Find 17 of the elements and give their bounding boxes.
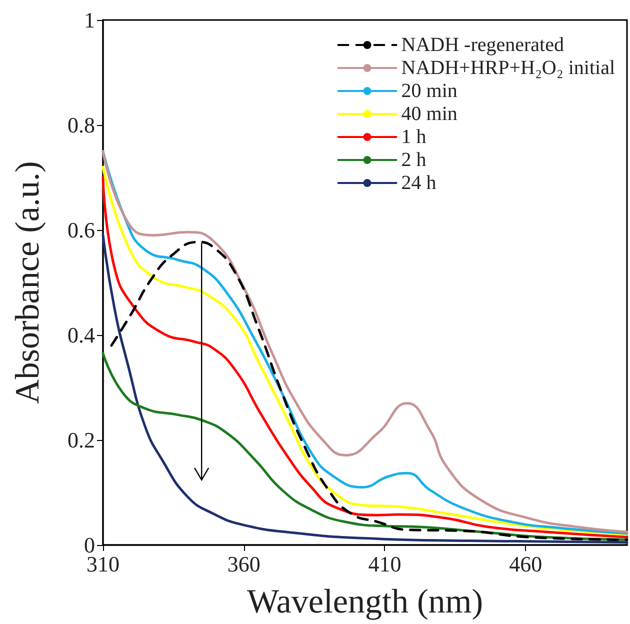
x-tick-label: 410 bbox=[368, 552, 402, 576]
y-tick-label: 0.8 bbox=[68, 112, 95, 138]
legend-label: NADH+HRP+H₂O₂ initial bbox=[401, 57, 616, 79]
legend-label: 24 h bbox=[401, 172, 436, 194]
legend-label: 2 h bbox=[401, 149, 426, 171]
x-axis-title: Wavelength (nm) bbox=[246, 584, 484, 620]
legend-label: NADH -regenerated bbox=[401, 34, 564, 56]
y-tick-label: 1 bbox=[84, 8, 95, 32]
y-tick-label: 0.4 bbox=[68, 322, 95, 348]
y-tick-label: 0.6 bbox=[68, 218, 95, 242]
y-tick-label: 0.2 bbox=[68, 428, 95, 452]
x-tick-label: 460 bbox=[509, 552, 542, 576]
legend-label: 40 min bbox=[401, 103, 458, 125]
x-tick-label: 360 bbox=[227, 552, 260, 576]
legend-label: 1 h bbox=[401, 126, 426, 148]
y-axis-title: Absorbance (a.u.) bbox=[10, 161, 46, 404]
legend-label: 20 min bbox=[401, 80, 458, 102]
